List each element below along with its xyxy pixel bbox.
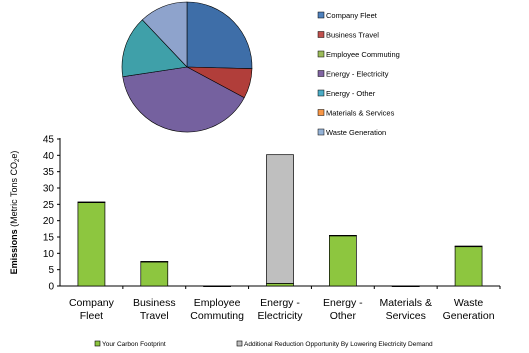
bar-legend-label-1: Additional Reduction Opportunity By Lowe… bbox=[244, 341, 433, 348]
pie-legend-swatch-1 bbox=[317, 31, 325, 38]
pie-legend-label-3: Energy - Electricity bbox=[326, 70, 389, 79]
y-axis-label-tail: e) bbox=[9, 151, 19, 159]
bar-1-2 bbox=[203, 285, 231, 287]
bar-legend: Your Carbon Footprint Additional Reductio… bbox=[94, 340, 433, 348]
y-axis-label-subscript: 2 bbox=[15, 158, 21, 162]
pie-slice-4 bbox=[121, 19, 188, 78]
y-tick-label-4: 20 bbox=[43, 216, 55, 227]
bar-0-0 bbox=[77, 201, 106, 287]
y-tick-label-3: 15 bbox=[43, 233, 55, 244]
bar-1-1 bbox=[140, 261, 169, 263]
x-tick-label-4-1: Other bbox=[330, 310, 357, 322]
y-tick-label-8: 40 bbox=[43, 151, 55, 162]
y-tick-label-9: 45 bbox=[43, 135, 55, 146]
y-axis-label-text: (Metric Tons CO bbox=[9, 162, 19, 229]
bar-1-3 bbox=[266, 154, 294, 284]
bar-legend-label-0: Your Carbon Footprint bbox=[102, 341, 166, 348]
bar-1-6 bbox=[454, 245, 483, 248]
x-tick-label-3-0: Energy - bbox=[260, 297, 300, 309]
bar-1-4 bbox=[329, 235, 357, 237]
pie-legend-label-1: Business Travel bbox=[326, 31, 379, 40]
pie-legend-label-5: Materials & Services bbox=[326, 109, 395, 118]
x-tick-label-0-1: Fleet bbox=[80, 310, 103, 322]
pie-legend-swatch-2 bbox=[317, 50, 325, 58]
pie-legend: Company Fleet Business Travel Employee Com… bbox=[317, 11, 400, 137]
y-axis-label-bold: Emissions bbox=[9, 229, 19, 274]
bar-0-1 bbox=[140, 261, 169, 287]
x-tick-label-4-0: Energy - bbox=[323, 297, 363, 309]
bar-1-5 bbox=[391, 285, 420, 287]
y-tick-label-2: 10 bbox=[43, 249, 55, 260]
pie-slice-3 bbox=[122, 66, 245, 133]
y-axis-label: Emissions (Metric Tons CO2e) bbox=[9, 151, 21, 275]
x-tick-label-0-0: Company bbox=[69, 297, 115, 309]
x-tick-label-2-0: Employee bbox=[194, 297, 241, 309]
bar-legend-swatch-0 bbox=[94, 340, 101, 347]
x-tick-label-2-1: Commuting bbox=[190, 310, 244, 322]
bar-0-6 bbox=[454, 245, 483, 287]
bar-chart: Emissions (Metric Tons CO2e) 0 5 10 15 20 25 3… bbox=[9, 135, 501, 322]
y-tick-label-5: 25 bbox=[43, 200, 55, 211]
x-tick-label-6-1: Generation bbox=[443, 310, 495, 322]
y-tick-label-7: 35 bbox=[43, 167, 55, 178]
x-tick-label-1-0: Business bbox=[133, 297, 176, 309]
x-tick-label-5-0: Materials & bbox=[379, 297, 432, 309]
pie-legend-swatch-6 bbox=[317, 128, 325, 136]
pie-legend-label-4: Energy - Other bbox=[326, 89, 376, 98]
pie-chart bbox=[121, 1, 253, 133]
pie-legend-label-2: Employee Commuting bbox=[326, 50, 400, 59]
bar-1-0 bbox=[77, 201, 106, 203]
x-tick-label-5-1: Services bbox=[386, 310, 426, 322]
y-tick-label-6: 30 bbox=[43, 184, 55, 195]
pie-slice-0 bbox=[186, 1, 253, 70]
x-tick-label-6-0: Waste bbox=[454, 297, 484, 309]
pie-legend-swatch-5 bbox=[317, 109, 325, 116]
bar-legend-swatch-1 bbox=[236, 340, 243, 347]
pie-legend-swatch-0 bbox=[317, 11, 325, 19]
pie-legend-label-6: Waste Generation bbox=[326, 128, 386, 137]
pie-legend-swatch-3 bbox=[317, 70, 325, 77]
bar-0-4 bbox=[329, 235, 357, 287]
pie-legend-swatch-4 bbox=[317, 89, 325, 97]
pie-slice-6 bbox=[141, 1, 188, 68]
x-tick-label-1-1: Travel bbox=[140, 310, 169, 322]
y-tick-label-0: 0 bbox=[48, 282, 54, 293]
bar-0-3 bbox=[266, 283, 294, 287]
y-tick-label-1: 5 bbox=[48, 265, 54, 276]
pie-legend-label-0: Company Fleet bbox=[326, 11, 378, 20]
x-tick-label-3-1: Electricity bbox=[258, 310, 304, 322]
